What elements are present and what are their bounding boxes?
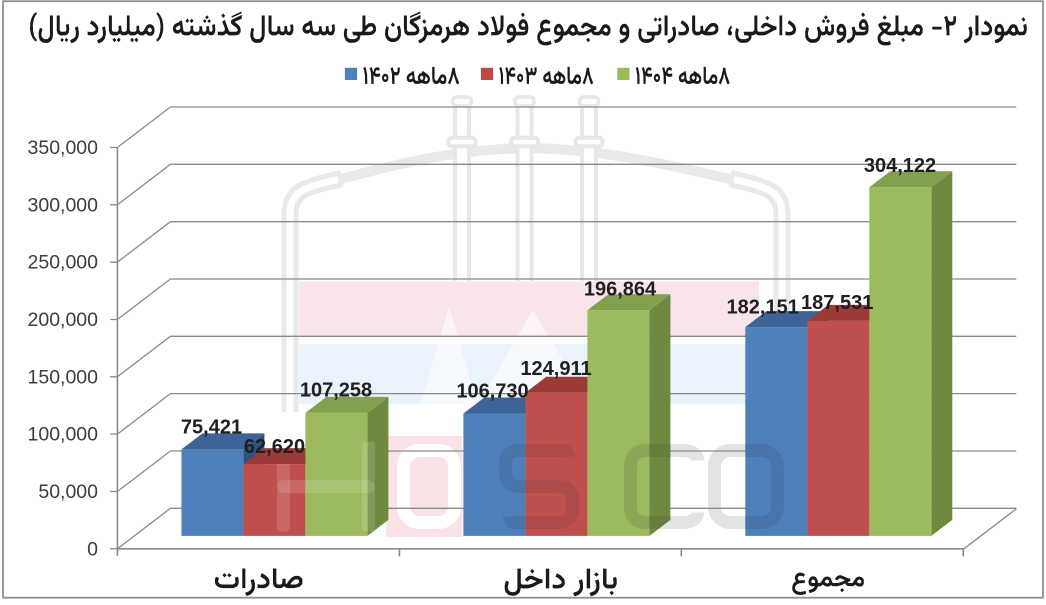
svg-text:304,122: 304,122 [864,155,936,177]
svg-text:107,258: 107,258 [300,380,372,402]
svg-text:182,151: 182,151 [727,297,799,319]
svg-text:187,531: 187,531 [801,292,873,314]
svg-text:350,000: 350,000 [28,137,99,159]
svg-text:106,730: 106,730 [456,381,528,403]
svg-text:124,911: 124,911 [520,358,591,380]
svg-text:62,620: 62,620 [244,436,305,458]
svg-text:250,000: 250,000 [28,252,99,274]
svg-text:75,421: 75,421 [181,417,242,439]
svg-text:50,000: 50,000 [38,481,98,503]
svg-text:196,864: 196,864 [584,279,657,301]
svg-text:150,000: 150,000 [28,366,99,388]
svg-text:0: 0 [87,538,98,560]
svg-text:200,000: 200,000 [28,309,99,331]
svg-text:300,000: 300,000 [28,194,99,216]
svg-text:100,000: 100,000 [28,424,99,446]
